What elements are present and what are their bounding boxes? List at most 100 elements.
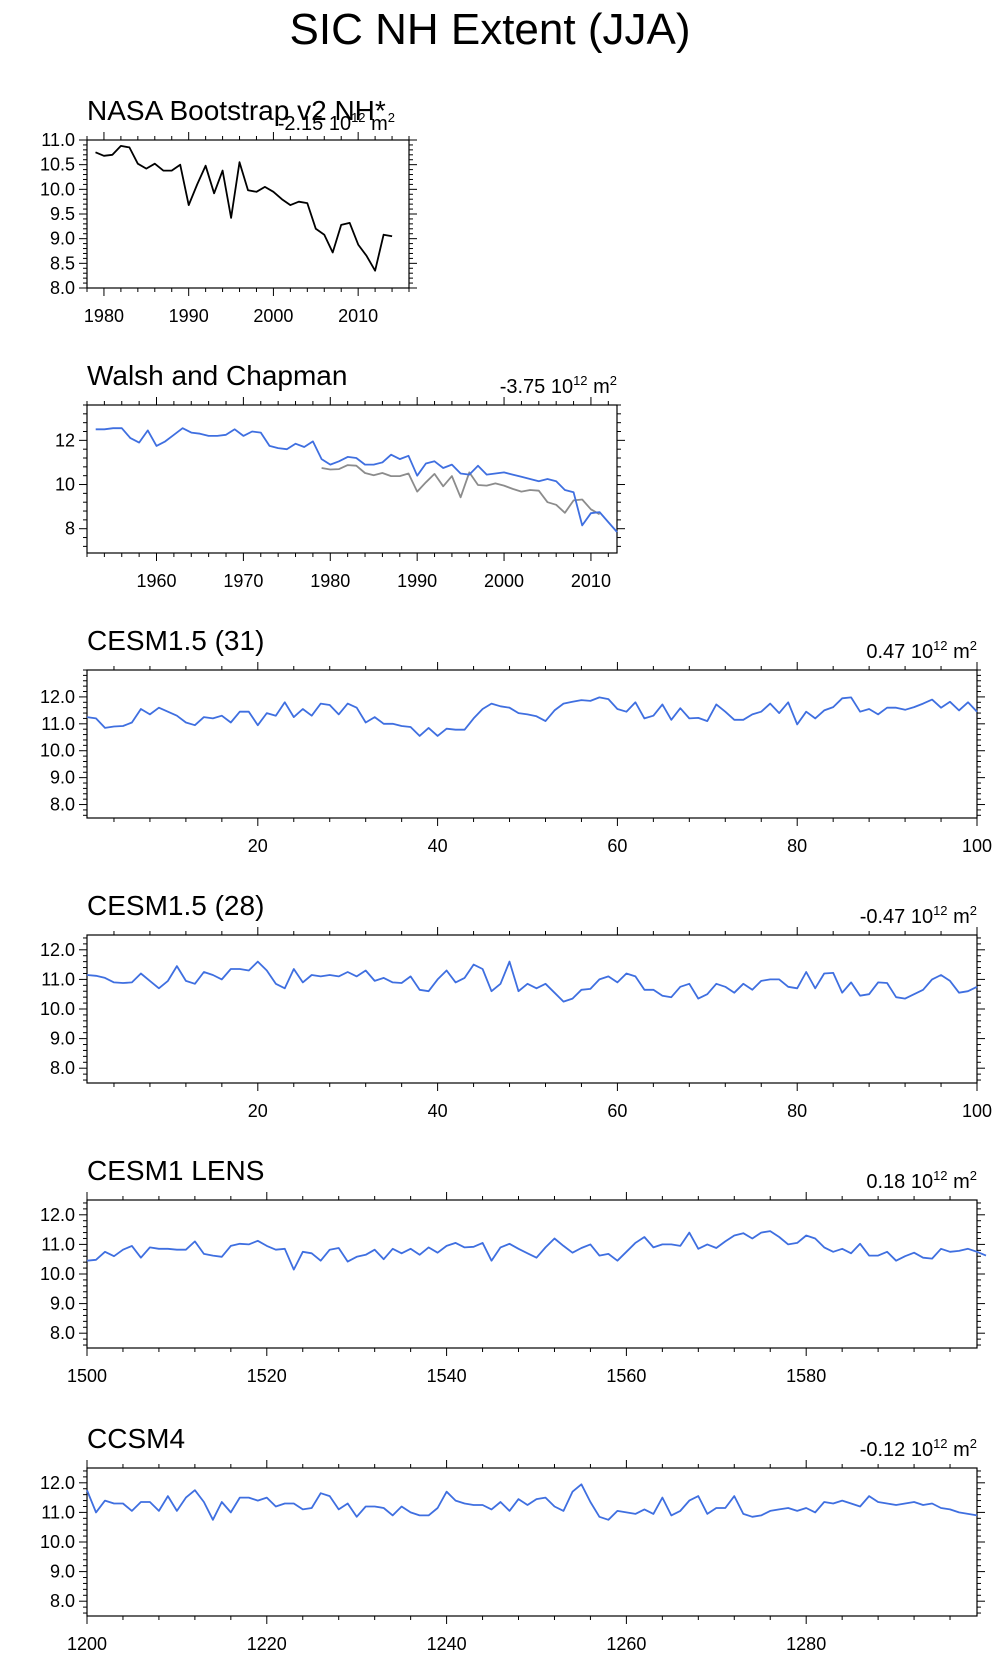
trend-part: 12 <box>933 1436 947 1451</box>
panel-4: CESM1.5 (28) -0.47 1012 m2 8.0 9.0 10.0 11.0 1… <box>40 890 992 1121</box>
y-tick-label: 9.0 <box>50 1294 75 1314</box>
trend-part: -0.47 10 <box>860 906 933 928</box>
x-tick-label: 1280 <box>786 1634 826 1654</box>
trend-label: 0.47 1012 m2 <box>866 638 977 663</box>
x-tick-label: 2010 <box>571 571 611 591</box>
trend-part: 2 <box>970 638 977 653</box>
panel-title: CCSM4 <box>87 1423 185 1454</box>
y-tick-label: 8.0 <box>50 1058 75 1078</box>
trend-part: 0.47 10 <box>866 641 933 663</box>
x-tick-label: 1220 <box>247 1634 287 1654</box>
y-tick-label: 12.0 <box>40 940 75 960</box>
trend-part: -2.15 10 <box>278 113 351 135</box>
trend-part: 12 <box>933 903 947 918</box>
x-tick-label: 20 <box>248 1101 268 1121</box>
y-tick-label: 10.0 <box>40 999 75 1019</box>
series-line-nasa-bootstrap-v2 <box>95 144 393 272</box>
y-tick-label: 12 <box>55 430 75 450</box>
figure-title: SIC NH Extent (JJA) <box>290 5 691 54</box>
x-tick-label: 1540 <box>427 1366 467 1386</box>
y-tick-label: 9.0 <box>50 1029 75 1049</box>
trend-label: -2.15 1012 m2 <box>278 110 395 135</box>
x-tick-label: 80 <box>787 1101 807 1121</box>
x-tick-label: 1990 <box>169 306 209 326</box>
trend-part: 12 <box>573 373 587 388</box>
x-tick-label: 1980 <box>84 306 124 326</box>
y-tick-label: 9.0 <box>50 229 75 249</box>
trend-label: -0.47 1012 m2 <box>860 903 977 928</box>
trend-part: m <box>948 1171 970 1193</box>
plot-frame <box>86 139 410 289</box>
x-tick-label: 1970 <box>223 571 263 591</box>
plot-frame <box>86 1467 978 1617</box>
x-tick-label: 100 <box>962 1101 992 1121</box>
y-tick-label: 8.0 <box>50 278 75 298</box>
x-tick-label: 40 <box>428 836 448 856</box>
trend-label: 0.18 1012 m2 <box>866 1168 977 1193</box>
y-tick-label: 8.0 <box>50 1323 75 1343</box>
x-tick-label: 1560 <box>606 1366 646 1386</box>
x-tick-label: 2010 <box>338 306 378 326</box>
trend-part: -0.12 10 <box>860 1439 933 1461</box>
x-tick-label: 1520 <box>247 1366 287 1386</box>
x-tick-label: 20 <box>248 836 268 856</box>
series-line-cesm1-5-28- <box>86 960 978 1003</box>
panels: NASA Bootstrap v2 NH*-2.15 1012 m28.08.5… <box>40 95 992 1654</box>
panel-title: Walsh and Chapman <box>87 360 347 391</box>
trend-part: m <box>948 1439 970 1461</box>
series-line-walsh-and-chapman <box>95 427 618 533</box>
y-tick-label: 8.0 <box>50 795 75 815</box>
trend-part: -3.75 10 <box>500 376 573 398</box>
trend-part: 2 <box>970 1168 977 1183</box>
panel-5: CESM1 LENS 0.18 1012 m2 8.0 9.0 10.0 11.0 12.0… <box>40 1155 987 1386</box>
panel-title: CESM1.5 (31) <box>87 625 264 656</box>
series-line-cesm1-5-31- <box>86 696 978 737</box>
trend-part: m <box>366 113 388 135</box>
y-tick-label: 11.0 <box>41 1234 75 1254</box>
y-tick-label: 9.0 <box>50 1562 75 1582</box>
x-tick-label: 1990 <box>397 571 437 591</box>
y-tick-label: 12.0 <box>40 687 75 707</box>
trend-part: m <box>948 906 970 928</box>
x-tick-label: 2000 <box>253 306 293 326</box>
trend-label: -0.12 1012 m2 <box>860 1436 977 1461</box>
trend-part: 12 <box>351 110 365 125</box>
trend-part: m <box>588 376 610 398</box>
y-tick-label: 10.5 <box>40 155 75 175</box>
x-tick-label: 1240 <box>427 1634 467 1654</box>
trend-part: 0.18 10 <box>866 1171 933 1193</box>
y-tick-label: 10.0 <box>40 179 75 199</box>
panel-title: CESM1 LENS <box>87 1155 264 1186</box>
x-tick-label: 40 <box>428 1101 448 1121</box>
x-tick-label: 1200 <box>67 1634 107 1654</box>
series-line-ccsm4 <box>86 1483 978 1521</box>
y-tick-label: 10.0 <box>40 1532 75 1552</box>
panel-title: CESM1.5 (28) <box>87 890 264 921</box>
y-tick-label: 12.0 <box>40 1473 75 1493</box>
panel-title: NASA Bootstrap v2 NH* <box>87 95 386 126</box>
trend-part: 12 <box>933 638 947 653</box>
y-tick-label: 9.5 <box>50 204 75 224</box>
y-tick-label: 8.5 <box>50 253 75 273</box>
x-tick-label: 80 <box>787 836 807 856</box>
series-line-nasa-bootstrap-v2 <box>321 464 601 516</box>
x-tick-label: 100 <box>962 836 992 856</box>
plot-frame <box>86 404 618 554</box>
panel-1: NASA Bootstrap v2 NH*-2.15 1012 m2 8.0 8.5… <box>40 95 417 326</box>
y-tick-label: 10 <box>55 475 75 495</box>
y-tick-label: 11.0 <box>41 714 75 734</box>
panel-6: CCSM4 -0.12 1012 m2 8.0 9.0 10.0 11.0 12.0 1200… <box>40 1423 985 1654</box>
y-tick-label: 10.0 <box>40 741 75 761</box>
series-line-cesm1-lens <box>86 1230 987 1271</box>
panel-3: CESM1.5 (31) 0.47 1012 m2 8.0 9.0 10.0 11.0 12… <box>40 625 992 856</box>
x-tick-label: 60 <box>607 1101 627 1121</box>
trend-part: 12 <box>933 1168 947 1183</box>
x-tick-label: 1980 <box>310 571 350 591</box>
x-tick-label: 2000 <box>484 571 524 591</box>
trend-part: 2 <box>610 373 617 388</box>
plot-frame <box>86 669 978 819</box>
y-tick-label: 8 <box>65 519 75 539</box>
x-tick-label: 1500 <box>67 1366 107 1386</box>
